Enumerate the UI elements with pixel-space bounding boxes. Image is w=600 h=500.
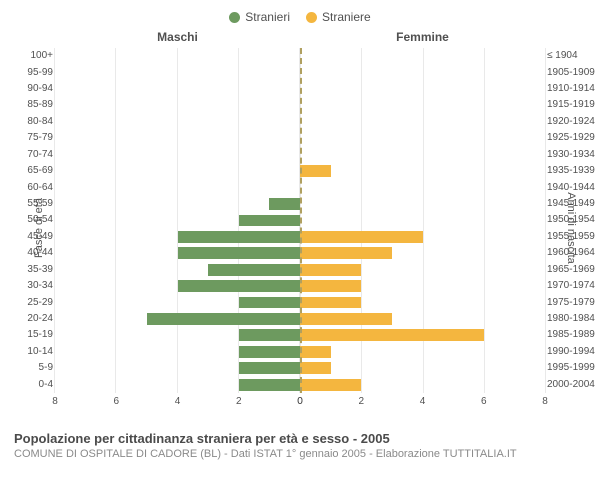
legend: Stranieri Straniere bbox=[10, 10, 590, 24]
center-axis-line bbox=[300, 48, 302, 393]
bar-male bbox=[239, 329, 300, 341]
age-label: 70-74 bbox=[17, 147, 53, 163]
birth-year-label: 1960-1964 bbox=[547, 245, 600, 261]
bar-male bbox=[239, 346, 300, 358]
column-headers: Maschi Femmine bbox=[55, 30, 545, 48]
bar-female bbox=[300, 362, 331, 374]
legend-label-male: Stranieri bbox=[245, 10, 290, 24]
x-tick: 8 bbox=[542, 396, 548, 407]
age-label: 40-44 bbox=[17, 245, 53, 261]
header-female: Femmine bbox=[300, 30, 545, 48]
birth-year-label: 1930-1934 bbox=[547, 147, 600, 163]
birth-year-label: 1965-1969 bbox=[547, 261, 600, 277]
bar-male bbox=[147, 313, 300, 325]
bar-female bbox=[300, 379, 361, 391]
bar-male bbox=[239, 297, 300, 309]
age-labels: 100+95-9990-9485-8980-8475-7970-7465-696… bbox=[17, 48, 53, 393]
plot-area: 100+95-9990-9485-8980-8475-7970-7465-696… bbox=[55, 48, 545, 393]
age-label: 65-69 bbox=[17, 163, 53, 179]
age-label: 80-84 bbox=[17, 114, 53, 130]
x-tick: 4 bbox=[420, 396, 426, 407]
age-label: 45-49 bbox=[17, 229, 53, 245]
bar-female bbox=[300, 329, 484, 341]
legend-swatch-male bbox=[229, 12, 240, 23]
birth-year-label: 1980-1984 bbox=[547, 311, 600, 327]
bar-male bbox=[208, 264, 300, 276]
age-label: 15-19 bbox=[17, 327, 53, 343]
x-tick: 8 bbox=[52, 396, 58, 407]
birth-year-label: 2000-2004 bbox=[547, 376, 600, 392]
bar-female bbox=[300, 313, 392, 325]
age-label: 35-39 bbox=[17, 261, 53, 277]
birth-year-label: 1970-1974 bbox=[547, 278, 600, 294]
x-axis: 02468 02468 bbox=[55, 393, 545, 413]
header-male: Maschi bbox=[55, 30, 300, 48]
bar-male bbox=[178, 231, 301, 243]
bar-male bbox=[178, 247, 301, 259]
bar-male bbox=[239, 215, 300, 227]
x-tick: 2 bbox=[358, 396, 364, 407]
birth-year-label: 1945-1949 bbox=[547, 196, 600, 212]
age-label: 90-94 bbox=[17, 81, 53, 97]
birth-year-label: 1905-1909 bbox=[547, 64, 600, 80]
age-label: 20-24 bbox=[17, 311, 53, 327]
caption-title: Popolazione per cittadinanza straniera p… bbox=[14, 431, 586, 446]
age-label: 75-79 bbox=[17, 130, 53, 146]
legend-male: Stranieri bbox=[229, 10, 290, 24]
bar-male bbox=[269, 198, 300, 210]
bar-female bbox=[300, 346, 331, 358]
legend-female: Straniere bbox=[306, 10, 371, 24]
age-label: 0-4 bbox=[17, 376, 53, 392]
bar-female bbox=[300, 165, 331, 177]
x-tick: 6 bbox=[481, 396, 487, 407]
age-label: 5-9 bbox=[17, 360, 53, 376]
age-label: 55-59 bbox=[17, 196, 53, 212]
birth-year-labels: ≤ 19041905-19091910-19141915-19191920-19… bbox=[547, 48, 600, 393]
age-label: 10-14 bbox=[17, 344, 53, 360]
bar-male bbox=[239, 379, 300, 391]
birth-year-label: 1975-1979 bbox=[547, 294, 600, 310]
birth-year-label: 1985-1989 bbox=[547, 327, 600, 343]
gridline bbox=[545, 48, 546, 393]
birth-year-label: 1925-1929 bbox=[547, 130, 600, 146]
age-label: 85-89 bbox=[17, 97, 53, 113]
age-label: 60-64 bbox=[17, 179, 53, 195]
birth-year-label: 1915-1919 bbox=[547, 97, 600, 113]
birth-year-label: 1990-1994 bbox=[547, 344, 600, 360]
birth-year-label: 1950-1954 bbox=[547, 212, 600, 228]
birth-year-label: 1995-1999 bbox=[547, 360, 600, 376]
bar-female bbox=[300, 297, 361, 309]
birth-year-label: 1920-1924 bbox=[547, 114, 600, 130]
bar-female bbox=[300, 247, 392, 259]
age-label: 30-34 bbox=[17, 278, 53, 294]
caption-subtitle: COMUNE DI OSPITALE DI CADORE (BL) - Dati… bbox=[14, 448, 586, 460]
x-tick: 4 bbox=[175, 396, 181, 407]
age-label: 50-54 bbox=[17, 212, 53, 228]
pyramid-chart: Fasce di età Anni di nascita Maschi Femm… bbox=[55, 30, 545, 425]
age-label: 25-29 bbox=[17, 294, 53, 310]
bar-male bbox=[239, 362, 300, 374]
x-tick: 2 bbox=[236, 396, 242, 407]
birth-year-label: 1935-1939 bbox=[547, 163, 600, 179]
chart-caption: Popolazione per cittadinanza straniera p… bbox=[10, 431, 590, 460]
x-tick: 6 bbox=[113, 396, 119, 407]
birth-year-label: ≤ 1904 bbox=[547, 48, 600, 64]
bar-female bbox=[300, 231, 423, 243]
x-tick: 0 bbox=[297, 396, 303, 407]
birth-year-label: 1955-1959 bbox=[547, 229, 600, 245]
legend-label-female: Straniere bbox=[322, 10, 371, 24]
bar-female bbox=[300, 264, 361, 276]
birth-year-label: 1940-1944 bbox=[547, 179, 600, 195]
age-label: 95-99 bbox=[17, 64, 53, 80]
bar-female bbox=[300, 280, 361, 292]
age-label: 100+ bbox=[17, 48, 53, 64]
legend-swatch-female bbox=[306, 12, 317, 23]
birth-year-label: 1910-1914 bbox=[547, 81, 600, 97]
bar-male bbox=[178, 280, 301, 292]
